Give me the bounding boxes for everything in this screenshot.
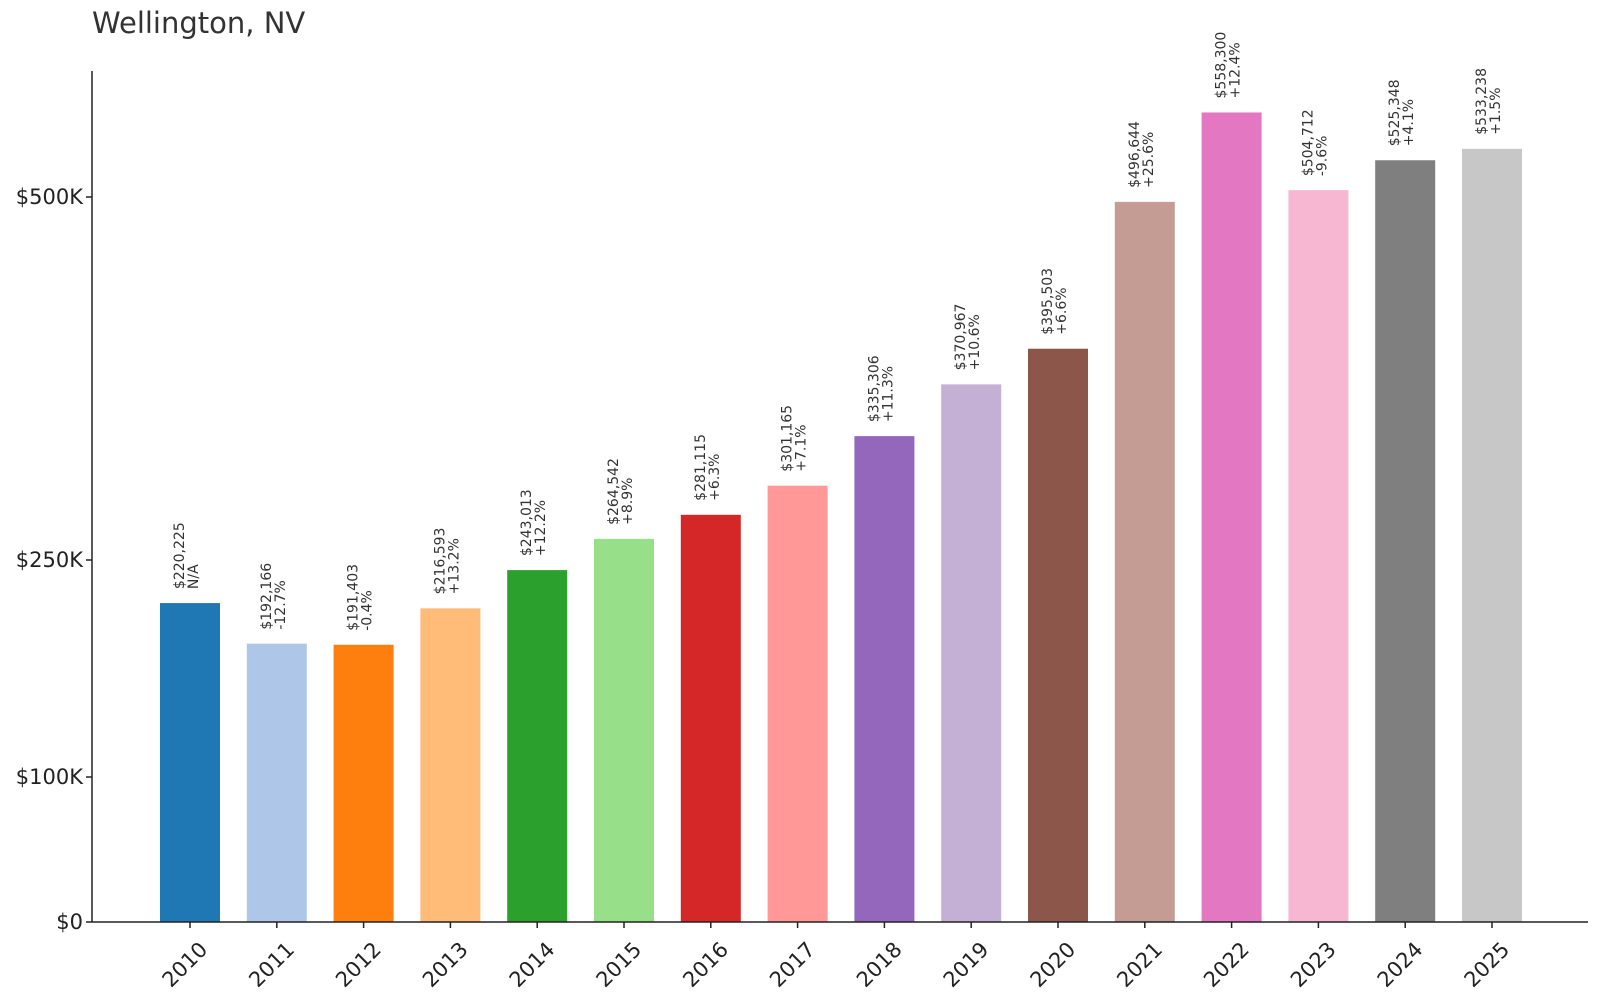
- bar-2011: [246, 643, 307, 922]
- y-tick-label: $0: [56, 910, 83, 934]
- value-label: $216,593: [432, 528, 448, 595]
- chart-title: Wellington, NV: [92, 6, 306, 40]
- value-label: $281,115: [693, 434, 709, 501]
- x-tick-label: 2010: [158, 937, 213, 992]
- x-tick-label: 2024: [1373, 937, 1428, 992]
- x-tick-label: 2018: [852, 937, 907, 992]
- value-label: $192,166: [259, 563, 275, 630]
- value-label: $558,300: [1214, 32, 1230, 99]
- value-label: $525,348: [1387, 79, 1403, 146]
- bar-2010: [160, 603, 220, 922]
- bar-2013: [420, 608, 481, 922]
- value-label: $370,967: [953, 304, 969, 371]
- x-tick-label: 2017: [765, 937, 820, 992]
- x-tick-label: 2014: [505, 937, 560, 992]
- bar-2014: [507, 570, 568, 922]
- x-tick-label: 2021: [1112, 937, 1167, 992]
- change-label: +4.1%: [1401, 99, 1417, 146]
- change-label: -0.4%: [360, 590, 376, 631]
- x-tick-label: 2022: [1199, 937, 1254, 992]
- value-label: $533,238: [1474, 68, 1490, 135]
- x-tick-label: 2013: [418, 937, 473, 992]
- change-label: +8.9%: [620, 478, 636, 525]
- bar-2024: [1375, 160, 1436, 922]
- value-label: $220,225: [172, 522, 188, 589]
- change-label: N/A: [186, 564, 202, 589]
- bar-2018: [854, 436, 915, 922]
- x-tick-label: 2011: [244, 937, 299, 992]
- value-label: $335,306: [866, 355, 882, 422]
- value-label: $504,712: [1300, 109, 1316, 176]
- change-label: -12.7%: [273, 580, 289, 630]
- y-tick-label: $500K: [16, 185, 84, 209]
- x-tick-label: 2020: [1026, 937, 1081, 992]
- bar-2023: [1288, 190, 1349, 922]
- change-label: +1.5%: [1488, 87, 1504, 134]
- x-tick-label: 2025: [1460, 937, 1515, 992]
- value-label: $496,644: [1127, 121, 1143, 188]
- value-label: $264,542: [606, 458, 622, 525]
- y-tick-label: $100K: [16, 765, 84, 789]
- change-label: +6.6%: [1054, 287, 1070, 334]
- bar-2012: [333, 644, 394, 922]
- y-tick-label: $250K: [16, 548, 84, 572]
- x-tick-label: 2023: [1286, 937, 1341, 992]
- x-tick-label: 2019: [939, 937, 994, 992]
- value-label: $301,165: [780, 405, 796, 472]
- value-label: $243,013: [519, 489, 535, 556]
- x-tick-label: 2016: [678, 937, 733, 992]
- bar-2021: [1114, 201, 1175, 922]
- change-label: +7.1%: [794, 424, 810, 471]
- bar-2022: [1201, 112, 1262, 923]
- change-label: +13.2%: [446, 538, 462, 594]
- change-label: +10.6%: [967, 314, 983, 370]
- value-label: $395,503: [1040, 268, 1056, 335]
- bar-2025: [1462, 148, 1522, 922]
- bar-2019: [941, 384, 1002, 922]
- bar-2017: [767, 485, 828, 922]
- change-label: +11.3%: [880, 366, 896, 422]
- x-tick-label: 2015: [592, 937, 647, 992]
- value-label: $191,403: [346, 564, 362, 631]
- change-label: +25.6%: [1141, 132, 1157, 188]
- bars-layer: [160, 112, 1522, 923]
- x-tick-label: 2012: [331, 937, 386, 992]
- bar-2020: [1028, 348, 1088, 923]
- change-label: +12.4%: [1228, 42, 1244, 98]
- change-label: -9.6%: [1314, 136, 1330, 177]
- change-label: +6.3%: [707, 454, 723, 501]
- bar-2015: [594, 538, 654, 922]
- change-label: +12.2%: [533, 500, 549, 556]
- bar-2016: [680, 514, 741, 922]
